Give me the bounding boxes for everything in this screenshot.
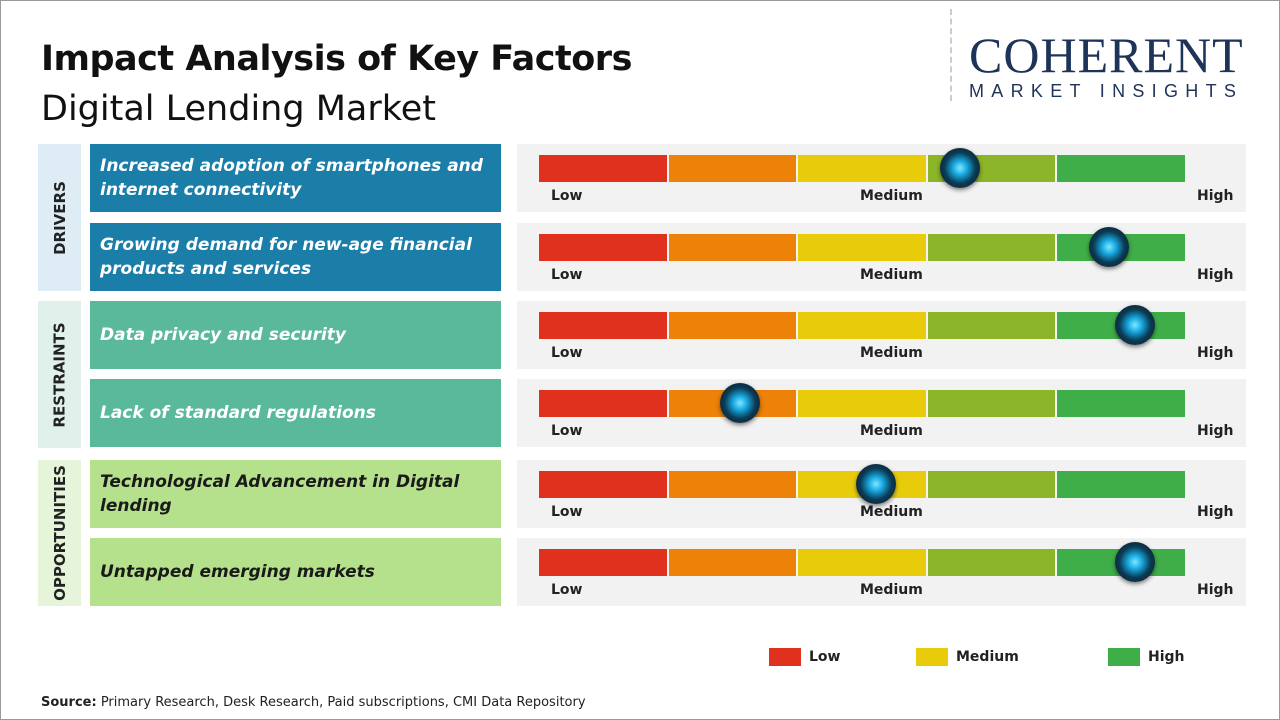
gauge-segment: [668, 155, 799, 182]
impact-gauge: Low Medium High: [517, 144, 1246, 212]
legend-swatch-low: [769, 648, 801, 666]
scale-label-low: Low: [551, 504, 583, 520]
gauge-bar: [539, 155, 1187, 182]
source-note: Source: Primary Research, Desk Research,…: [41, 695, 586, 710]
scale-label-high: High: [1197, 188, 1234, 204]
gauge-bar: [539, 471, 1187, 498]
gauge-segment: [1057, 155, 1187, 182]
category-text: OPPORTUNITIES: [50, 465, 69, 601]
legend-label: Low: [809, 649, 841, 665]
impact-gauge: Low Medium High: [517, 538, 1246, 606]
category-text: RESTRAINTS: [50, 321, 69, 428]
gauge-segment: [927, 390, 1058, 417]
scale-label-high: High: [1197, 345, 1234, 361]
page-subtitle: Digital Lending Market: [41, 89, 437, 129]
scale-label-medium: Medium: [860, 582, 923, 598]
factor-box: Increased adoption of smartphones and in…: [90, 144, 501, 212]
scale-label-medium: Medium: [860, 345, 923, 361]
source-label: Source:: [41, 695, 97, 710]
scale-label-low: Low: [551, 582, 583, 598]
gauge-segment: [539, 471, 669, 498]
gauge-segment: [668, 312, 799, 339]
scale-label-high: High: [1197, 423, 1234, 439]
scale-label-low: Low: [551, 188, 583, 204]
factor-name: Technological Advancement in Digital len…: [100, 472, 460, 516]
gauge-segment: [798, 390, 928, 417]
gauge-segment: [668, 471, 799, 498]
factor-box: Data privacy and security: [90, 301, 501, 369]
scale-label-medium: Medium: [860, 504, 923, 520]
factor-name: Data privacy and security: [100, 325, 347, 345]
scale-label-low: Low: [551, 423, 583, 439]
scale-label-medium: Medium: [860, 188, 923, 204]
scale-label-high: High: [1197, 267, 1234, 283]
scale-label-high: High: [1197, 582, 1234, 598]
scale-label-medium: Medium: [860, 423, 923, 439]
impact-marker-knob: [719, 383, 760, 423]
gauge-segment: [539, 312, 669, 339]
impact-gauge: Low Medium High: [517, 379, 1246, 447]
scale-label-high: High: [1197, 504, 1234, 520]
factor-name: Lack of standard regulations: [100, 403, 376, 423]
factor-box: Growing demand for new-age financial pro…: [90, 223, 501, 291]
gauge-segment: [1057, 390, 1187, 417]
gauge-segment: [798, 312, 928, 339]
gauge-segment: [539, 549, 669, 576]
gauge-segment: [798, 549, 928, 576]
logo-sub: MARKET INSIGHTS: [969, 81, 1244, 101]
gauge-bar: [539, 234, 1187, 261]
category-label-drivers: DRIVERS: [38, 144, 81, 291]
impact-marker-knob: [940, 148, 981, 188]
scale-label-low: Low: [551, 345, 583, 361]
factor-name: Untapped emerging markets: [100, 562, 375, 582]
legend-low: Low: [769, 648, 840, 666]
legend-swatch-medium: [916, 648, 948, 666]
gauge-segment: [927, 549, 1058, 576]
gauge-bar: [539, 312, 1187, 339]
gauge-segment: [927, 234, 1058, 261]
scale-label-medium: Medium: [860, 267, 923, 283]
legend-swatch-high: [1108, 648, 1140, 666]
legend-medium: Medium: [916, 648, 1019, 666]
factor-box: Untapped emerging markets: [90, 538, 501, 606]
factor-name: Increased adoption of smartphones and in…: [100, 156, 483, 200]
gauge-segment: [798, 155, 928, 182]
gauge-segment: [668, 549, 799, 576]
factor-box: Technological Advancement in Digital len…: [90, 460, 501, 528]
coherent-logo: COHERENT MARKET INSIGHTS: [969, 27, 1244, 102]
legend-high: High: [1108, 648, 1185, 666]
impact-marker-knob: [855, 464, 896, 504]
category-label-restraints: RESTRAINTS: [38, 301, 81, 448]
gauge-segment: [798, 234, 928, 261]
factor-box: Lack of standard regulations: [90, 379, 501, 447]
gauge-bar: [539, 390, 1187, 417]
source-text: Primary Research, Desk Research, Paid su…: [96, 695, 586, 710]
impact-gauge: Low Medium High: [517, 301, 1246, 369]
page-title: Impact Analysis of Key Factors: [41, 39, 632, 79]
impact-marker-knob: [1115, 305, 1156, 345]
legend-label: Medium: [956, 649, 1019, 665]
gauge-segment: [927, 312, 1058, 339]
logo-main: COHERENT: [969, 27, 1244, 83]
impact-gauge: Low Medium High: [517, 223, 1246, 291]
divider: [950, 9, 952, 101]
gauge-bar: [539, 549, 1187, 576]
factor-name: Growing demand for new-age financial pro…: [100, 235, 472, 279]
impact-marker-knob: [1089, 227, 1130, 267]
gauge-segment: [1057, 471, 1187, 498]
gauge-segment: [927, 471, 1058, 498]
category-label-opportunities: OPPORTUNITIES: [38, 460, 81, 606]
scale-label-low: Low: [551, 267, 583, 283]
impact-gauge: Low Medium High: [517, 460, 1246, 528]
gauge-segment: [539, 234, 669, 261]
category-text: DRIVERS: [50, 180, 69, 255]
gauge-segment: [539, 155, 669, 182]
legend-label: High: [1148, 649, 1185, 665]
gauge-segment: [668, 234, 799, 261]
gauge-segment: [539, 390, 669, 417]
impact-marker-knob: [1115, 542, 1156, 582]
